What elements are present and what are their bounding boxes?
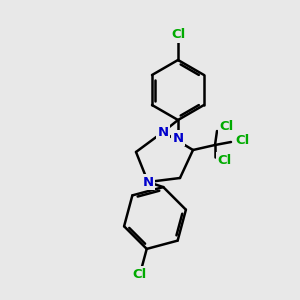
Text: Cl: Cl	[217, 154, 231, 166]
Text: Cl: Cl	[171, 28, 185, 41]
Text: Cl: Cl	[133, 268, 147, 281]
Text: Cl: Cl	[219, 121, 233, 134]
Text: N: N	[142, 176, 154, 188]
Text: Cl: Cl	[235, 134, 249, 146]
Text: N: N	[172, 131, 184, 145]
Text: N: N	[158, 125, 169, 139]
